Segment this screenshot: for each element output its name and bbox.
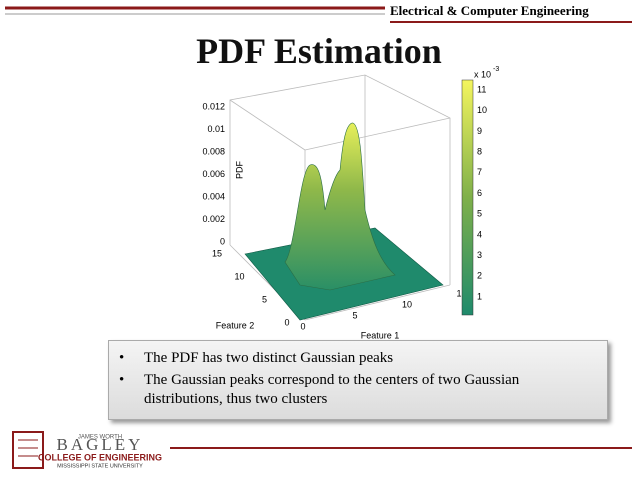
z-axis-label: PDF <box>234 160 244 179</box>
y-tick-label: 15 <box>212 248 222 258</box>
colorbar-tick-label: 1 <box>477 291 482 301</box>
colorbar-tick-label: 5 <box>477 209 482 219</box>
logo-college: COLLEGE OF ENGINEERING <box>38 452 162 462</box>
z-tick-label: 0.01 <box>207 124 225 134</box>
x-tick-label: 5 <box>352 310 357 320</box>
colorbar-tick-label: 10 <box>477 105 487 115</box>
bullet-box: • The PDF has two distinct Gaussian peaks… <box>108 340 608 420</box>
z-tick-label: 0.002 <box>202 214 225 224</box>
x-tick-label: 10 <box>402 299 412 309</box>
colorbar-tick-label: 4 <box>477 229 482 239</box>
y-axis-label: Feature 2 <box>216 320 255 330</box>
colorbar-tick-label: 2 <box>477 271 482 281</box>
logo-top: JAMES WORTH <box>78 435 122 441</box>
z-tick-label: 0 <box>220 236 225 246</box>
colorbar-tick-label: 9 <box>477 126 482 136</box>
colorbar <box>461 79 474 316</box>
y-tick-label: 0 <box>284 317 289 327</box>
colorbar-tick-label: 3 <box>477 250 482 260</box>
colorbar-tick-label: 8 <box>477 146 482 156</box>
colorbar-tick-label: 6 <box>477 188 482 198</box>
colorbar-base: x 10 <box>474 69 491 79</box>
slide-title: PDF Estimation <box>196 31 442 71</box>
y-tick-label: 5 <box>262 294 267 304</box>
logo-name: BAGLEY <box>57 435 144 454</box>
bullet-marker: • <box>119 372 125 388</box>
bullet-text: The Gaussian peaks correspond to the cen… <box>144 372 520 407</box>
y-tick-label: 10 <box>234 271 244 281</box>
department: Electrical & Computer Engineering <box>390 3 589 18</box>
surface-peaks <box>284 122 396 291</box>
bullet-text: The PDF has two distinct Gaussian peaks <box>144 350 394 366</box>
plot-box <box>229 74 451 321</box>
colorbar-exponent: -3 <box>493 66 499 73</box>
colorbar-tick-label: 11 <box>477 84 486 94</box>
logo-university: MISSISSIPPI STATE UNIVERSITY <box>57 463 143 469</box>
bullet-marker: • <box>119 350 125 366</box>
z-tick-label: 0.006 <box>202 169 225 179</box>
x-axis-label: Feature 1 <box>361 330 400 340</box>
colorbar-tick-label: 7 <box>477 167 482 177</box>
x-tick-label: 0 <box>300 321 305 331</box>
z-tick-label: 0.004 <box>202 191 225 201</box>
z-tick-label: 0.008 <box>202 146 225 156</box>
x-tick-label: 1 <box>456 288 461 298</box>
logo: JAMES WORTH BAGLEY COLLEGE OF ENGINEERIN… <box>12 431 162 469</box>
z-tick-label: 0.012 <box>202 101 225 111</box>
